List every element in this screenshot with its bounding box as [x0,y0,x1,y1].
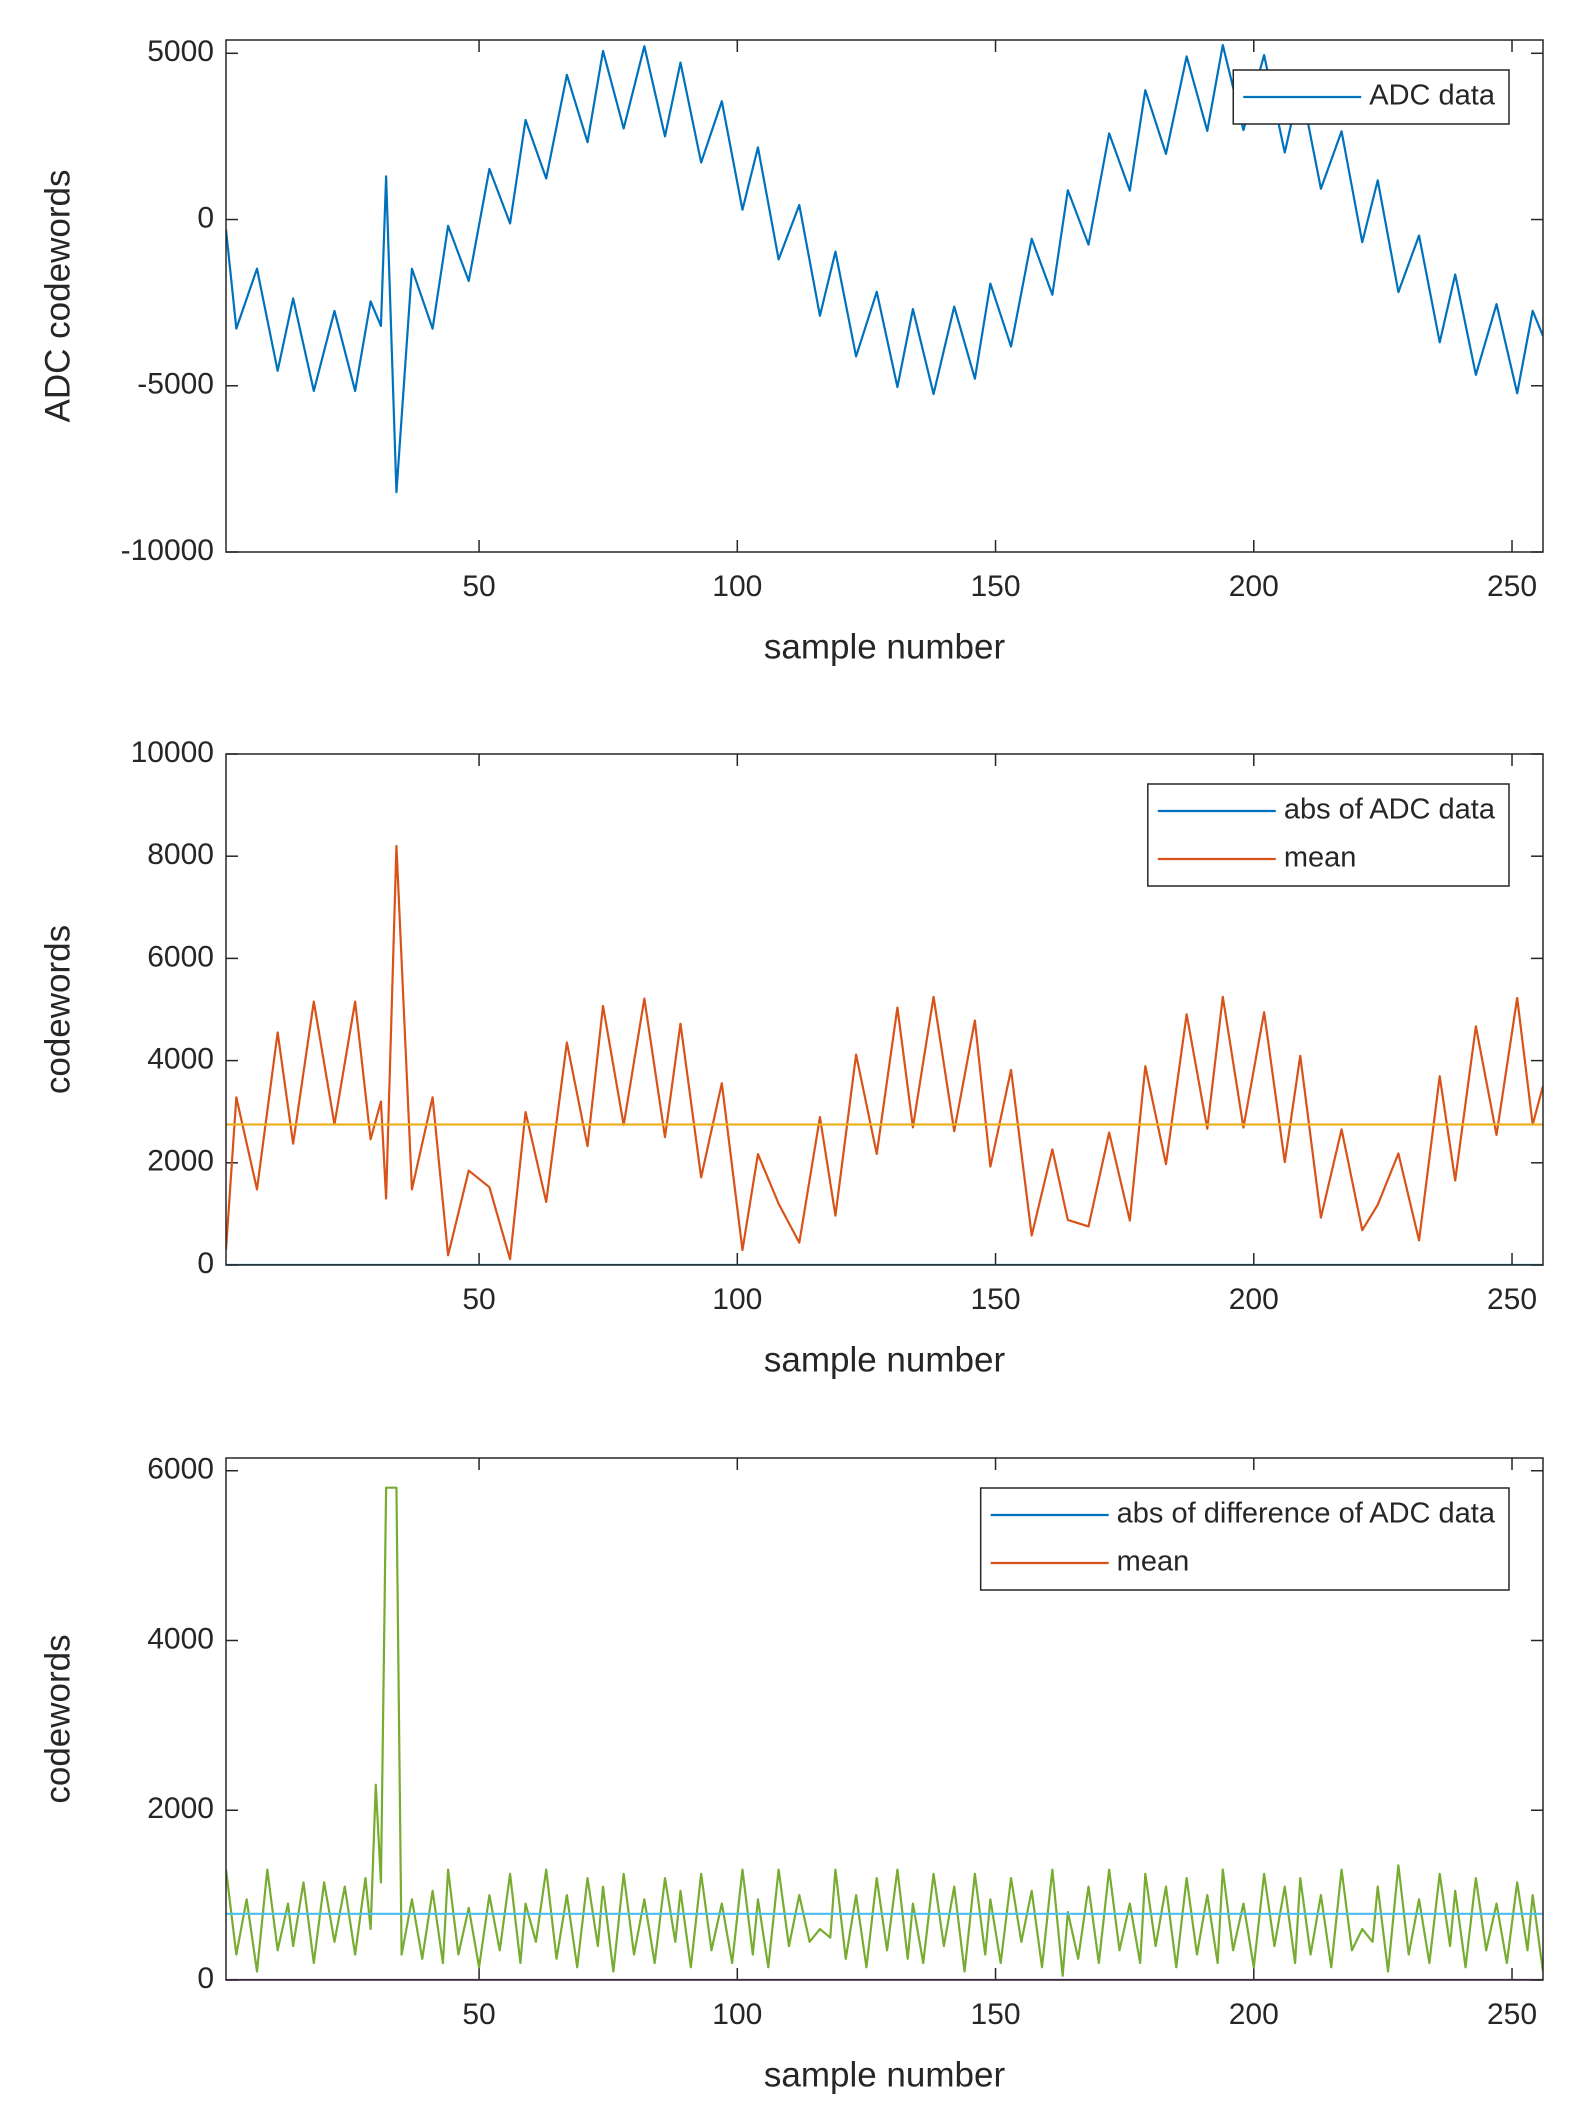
x-axis-label: sample number [764,1340,1006,1379]
y-tick-label: 6000 [147,940,214,973]
y-axis-label: codewords [38,925,77,1094]
y-tick-label: 0 [197,201,214,234]
y-tick-label: 10000 [131,736,214,769]
y-tick-label: 4000 [147,1043,214,1076]
y-tick-label: 4000 [147,1622,214,1655]
y-axis-label: codewords [38,1634,77,1803]
y-tick-label: 8000 [147,838,214,871]
lines [226,1486,1543,1980]
x-tick-label: 100 [712,570,762,603]
y-tick-label: -10000 [121,534,214,567]
y-tick-label: 6000 [147,1453,214,1486]
legend: abs of difference of ADC data mean [979,1487,1510,1591]
data-line [226,43,1543,494]
subplot: -10000 -5000 0 5000 50 100 150 200 250 sample num… [38,35,1544,666]
y-axis-label: ADC codewords [38,170,77,423]
y-tick-label: 2000 [147,1792,214,1825]
x-tick-label: 150 [971,1998,1021,2031]
lines [226,43,1543,494]
plot-area [226,40,1543,552]
legend-box [979,1487,1510,1591]
x-tick-label: 50 [462,1998,495,2031]
data-line [226,844,1543,1261]
legend-label: abs of difference of ADC data [1117,1498,1496,1530]
x-tick-label: 200 [1229,1283,1279,1316]
axes-box [225,1457,1544,1981]
y-tick-label: -5000 [137,368,214,401]
x-tick-label: 150 [971,1283,1021,1316]
x-tick-label: 250 [1487,570,1537,603]
y-tick-label: 0 [197,1247,214,1280]
x-tick-label: 250 [1487,1283,1537,1316]
x-tick-label: 100 [712,1283,762,1316]
data-line [226,1486,1543,1977]
x-axis-label: sample number [764,627,1006,666]
y-tick-label: 0 [197,1962,214,1995]
x-tick-label: 50 [462,1283,495,1316]
x-tick-label: 250 [1487,1998,1537,2031]
legend-label: ADC data [1369,80,1496,112]
legend-label: mean [1284,842,1357,874]
lines [226,844,1543,1265]
legend: ADC data [1232,69,1510,125]
y-tick-label: 5000 [147,35,214,68]
axes-box [225,753,1544,1266]
x-axis-label: sample number [764,2055,1006,2094]
x-tick-label: 200 [1229,1998,1279,2031]
subplot: 0 2000 4000 6000 8000 10000 50 100 150 200 250 samp… [38,736,1544,1379]
subplot: 0 2000 4000 6000 50 100 150 200 250 sample number… [38,1453,1544,2094]
legend-box [1147,783,1510,887]
x-tick-label: 100 [712,1998,762,2031]
axes-box [225,39,1544,553]
x-tick-label: 50 [462,570,495,603]
y-tick-label: 2000 [147,1145,214,1178]
legend-label: mean [1117,1546,1190,1578]
x-tick-label: 200 [1229,570,1279,603]
legend-label: abs of ADC data [1284,794,1496,826]
legend: abs of ADC data mean [1147,783,1510,887]
x-tick-label: 150 [971,570,1021,603]
